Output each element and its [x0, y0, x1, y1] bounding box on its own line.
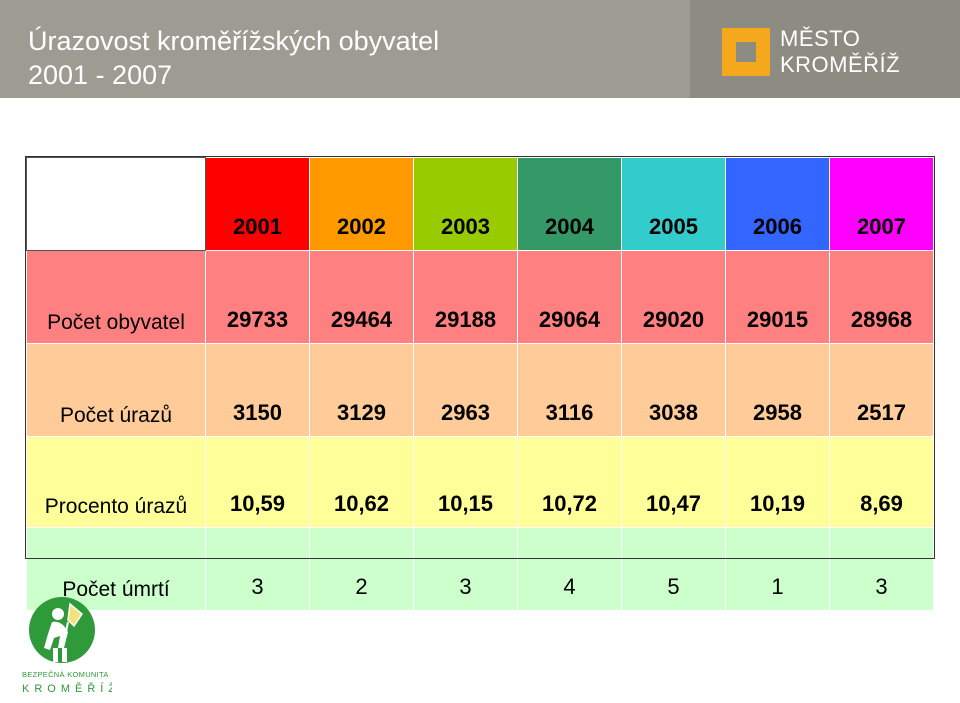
table-cell: 10,19: [725, 436, 830, 528]
table-cell: 29464: [309, 250, 414, 344]
year-cell: 2005: [621, 157, 726, 251]
table-cell: 3038: [621, 343, 726, 437]
table-cell: 2: [309, 527, 414, 611]
title-line-2: 2001 - 2007: [28, 60, 173, 90]
badge-text-line-1: BEZPEČNÁ KOMUNITA: [22, 670, 109, 679]
row-label: Počet úrazů: [26, 343, 206, 437]
table-cell: 10,15: [413, 436, 518, 528]
year-cell: 2001: [205, 157, 310, 251]
city-logo-text: MĚSTO KROMĚŘÍŽ: [780, 26, 900, 78]
table-cell: 28968: [829, 250, 934, 344]
table-row-population: Počet obyvatel 29733 29464 29188 29064 2…: [26, 250, 934, 344]
safe-community-logo-icon: BEZPEČNÁ KOMUNITA KROMĚŘÍŽ: [22, 597, 115, 695]
injury-table: 2001 2002 2003 2004 2005 2006 2007 Počet…: [26, 157, 934, 611]
table-cell: 5: [621, 527, 726, 611]
title-line-1: Úrazovost kroměřížských obyvatel: [28, 26, 440, 56]
table-cell: 10,72: [517, 436, 622, 528]
table-cell: 2963: [413, 343, 518, 437]
row-label: Počet úmrtí: [26, 527, 206, 611]
city-logo-icon: [722, 28, 770, 76]
table-cell: 10,47: [621, 436, 726, 528]
table-cell: 29064: [517, 250, 622, 344]
table-cell: 10,62: [309, 436, 414, 528]
table-corner: [26, 157, 206, 251]
header-banner: Úrazovost kroměřížských obyvatel 2001 - …: [0, 0, 960, 98]
table-row-injuries: Počet úrazů 3150 3129 2963 3116 3038 295…: [26, 343, 934, 437]
table-cell: 29188: [413, 250, 518, 344]
year-cell: 2006: [725, 157, 830, 251]
logo-line-2: KROMĚŘÍŽ: [780, 52, 901, 77]
page-title: Úrazovost kroměřížských obyvatel 2001 - …: [28, 24, 439, 92]
table-cell: 3129: [309, 343, 414, 437]
year-cell: 2002: [309, 157, 414, 251]
table-cell: 1: [725, 527, 830, 611]
table-row-deaths: Počet úmrtí 3 2 3 4 5 1 3: [26, 527, 934, 611]
year-cell: 2003: [413, 157, 518, 251]
row-label: Procento úrazů: [26, 436, 206, 528]
table-cell: 3: [829, 527, 934, 611]
table-row-injury-percent: Procento úrazů 10,59 10,62 10,15 10,72 1…: [26, 436, 934, 528]
year-cell: 2004: [517, 157, 622, 251]
year-header-row: 2001 2002 2003 2004 2005 2006 2007: [26, 157, 934, 251]
table-cell: 10,59: [205, 436, 310, 528]
table-cell: 29020: [621, 250, 726, 344]
table-cell: 2958: [725, 343, 830, 437]
table-cell: 29015: [725, 250, 830, 344]
year-cell: 2007: [829, 157, 934, 251]
table-cell: 3: [413, 527, 518, 611]
row-label: Počet obyvatel: [26, 250, 206, 344]
table-cell: 29733: [205, 250, 310, 344]
table-cell: 4: [517, 527, 622, 611]
badge-text-line-2: KROMĚŘÍŽ: [22, 682, 112, 695]
logo-line-1: MĚSTO: [780, 26, 861, 51]
table-cell: 2517: [829, 343, 934, 437]
table-cell: 8,69: [829, 436, 934, 528]
table-cell: 3116: [517, 343, 622, 437]
safe-community-logo: BEZPEČNÁ KOMUNITA KROMĚŘÍŽ: [22, 592, 115, 698]
table-cell: 3: [205, 527, 310, 611]
table-cell: 3150: [205, 343, 310, 437]
